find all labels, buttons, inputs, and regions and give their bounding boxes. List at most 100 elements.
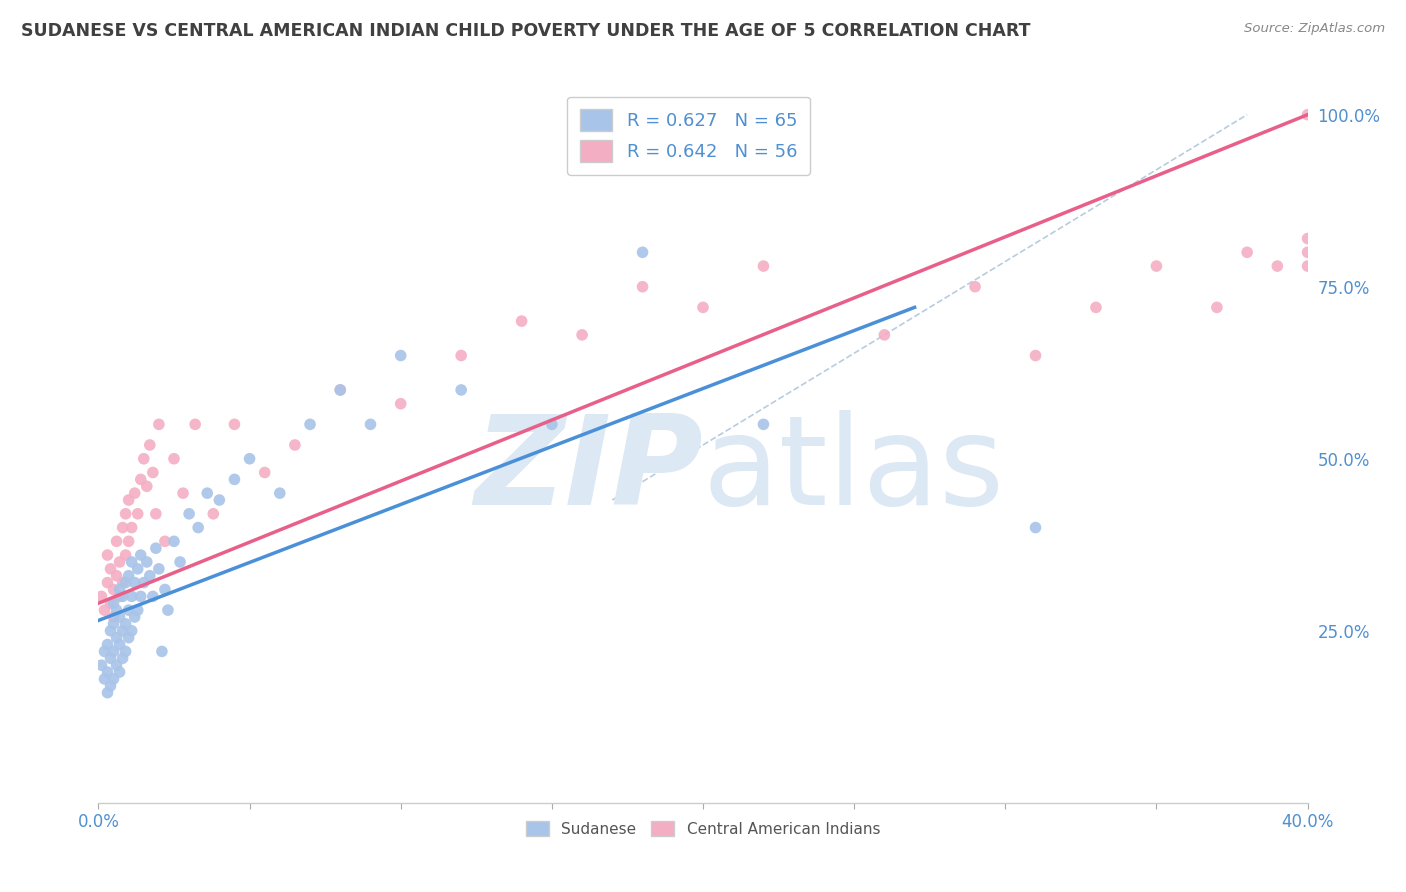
Point [163, 534, 186, 549]
Point [631, 245, 654, 260]
Point [1206, 301, 1229, 315]
Point [1296, 245, 1319, 260]
Point [142, 466, 165, 480]
Point [1296, 231, 1319, 245]
Point [752, 417, 775, 432]
Text: SUDANESE VS CENTRAL AMERICAN INDIAN CHILD POVERTY UNDER THE AGE OF 5 CORRELATION: SUDANESE VS CENTRAL AMERICAN INDIAN CHIL… [21, 22, 1031, 40]
Point [150, 644, 173, 658]
Point [389, 349, 412, 363]
Point [139, 438, 162, 452]
Point [965, 279, 987, 293]
Point [103, 582, 125, 597]
Point [111, 520, 134, 534]
Point [284, 438, 307, 452]
Point [105, 568, 128, 582]
Point [103, 672, 125, 686]
Point [873, 327, 896, 342]
Point [153, 582, 176, 597]
Point [96, 665, 118, 679]
Point [124, 610, 146, 624]
Point [108, 638, 131, 652]
Point [132, 575, 155, 590]
Point [224, 472, 246, 486]
Point [142, 590, 165, 604]
Point [103, 610, 125, 624]
Point [1024, 520, 1046, 534]
Point [111, 590, 134, 604]
Point [105, 658, 128, 673]
Point [103, 616, 125, 631]
Point [139, 568, 162, 582]
Point [1085, 301, 1108, 315]
Point [96, 686, 118, 700]
Point [111, 624, 134, 638]
Point [1144, 259, 1167, 273]
Point [540, 417, 562, 432]
Point [108, 665, 131, 679]
Point [389, 397, 412, 411]
Point [129, 590, 152, 604]
Point [163, 451, 186, 466]
Point [1267, 259, 1289, 273]
Point [202, 507, 225, 521]
Point [100, 596, 122, 610]
Point [179, 507, 201, 521]
Point [124, 486, 146, 500]
Point [239, 451, 262, 466]
Point [631, 279, 654, 293]
Point [111, 575, 134, 590]
Point [114, 507, 136, 521]
Point [90, 590, 112, 604]
Point [132, 451, 155, 466]
Point [100, 679, 122, 693]
Point [195, 486, 218, 500]
Point [127, 603, 149, 617]
Text: ZIP: ZIP [474, 410, 703, 531]
Point [124, 575, 146, 590]
Point [269, 486, 291, 500]
Point [184, 417, 207, 432]
Point [127, 507, 149, 521]
Point [103, 596, 125, 610]
Point [105, 631, 128, 645]
Point [114, 644, 136, 658]
Point [108, 610, 131, 624]
Point [1024, 349, 1046, 363]
Point [1296, 108, 1319, 122]
Point [156, 603, 179, 617]
Point [100, 562, 122, 576]
Point [96, 575, 118, 590]
Point [153, 534, 176, 549]
Point [208, 493, 231, 508]
Point [100, 651, 122, 665]
Point [121, 555, 143, 569]
Point [96, 548, 118, 562]
Point [692, 301, 714, 315]
Point [450, 383, 472, 397]
Point [450, 349, 472, 363]
Point [121, 590, 143, 604]
Point [108, 555, 131, 569]
Point [145, 507, 167, 521]
Point [145, 541, 167, 556]
Point [127, 562, 149, 576]
Point [329, 383, 352, 397]
Point [1296, 259, 1319, 273]
Point [121, 624, 143, 638]
Point [148, 562, 170, 576]
Point [93, 672, 115, 686]
Point [129, 472, 152, 486]
Legend: Sudanese, Central American Indians: Sudanese, Central American Indians [517, 812, 889, 846]
Point [169, 555, 191, 569]
Text: Source: ZipAtlas.com: Source: ZipAtlas.com [1244, 22, 1385, 36]
Point [129, 548, 152, 562]
Point [118, 493, 141, 508]
Point [108, 590, 131, 604]
Point [1236, 245, 1258, 260]
Point [96, 638, 118, 652]
Point [135, 479, 157, 493]
Point [118, 603, 141, 617]
Point [114, 548, 136, 562]
Point [93, 603, 115, 617]
Point [172, 486, 194, 500]
